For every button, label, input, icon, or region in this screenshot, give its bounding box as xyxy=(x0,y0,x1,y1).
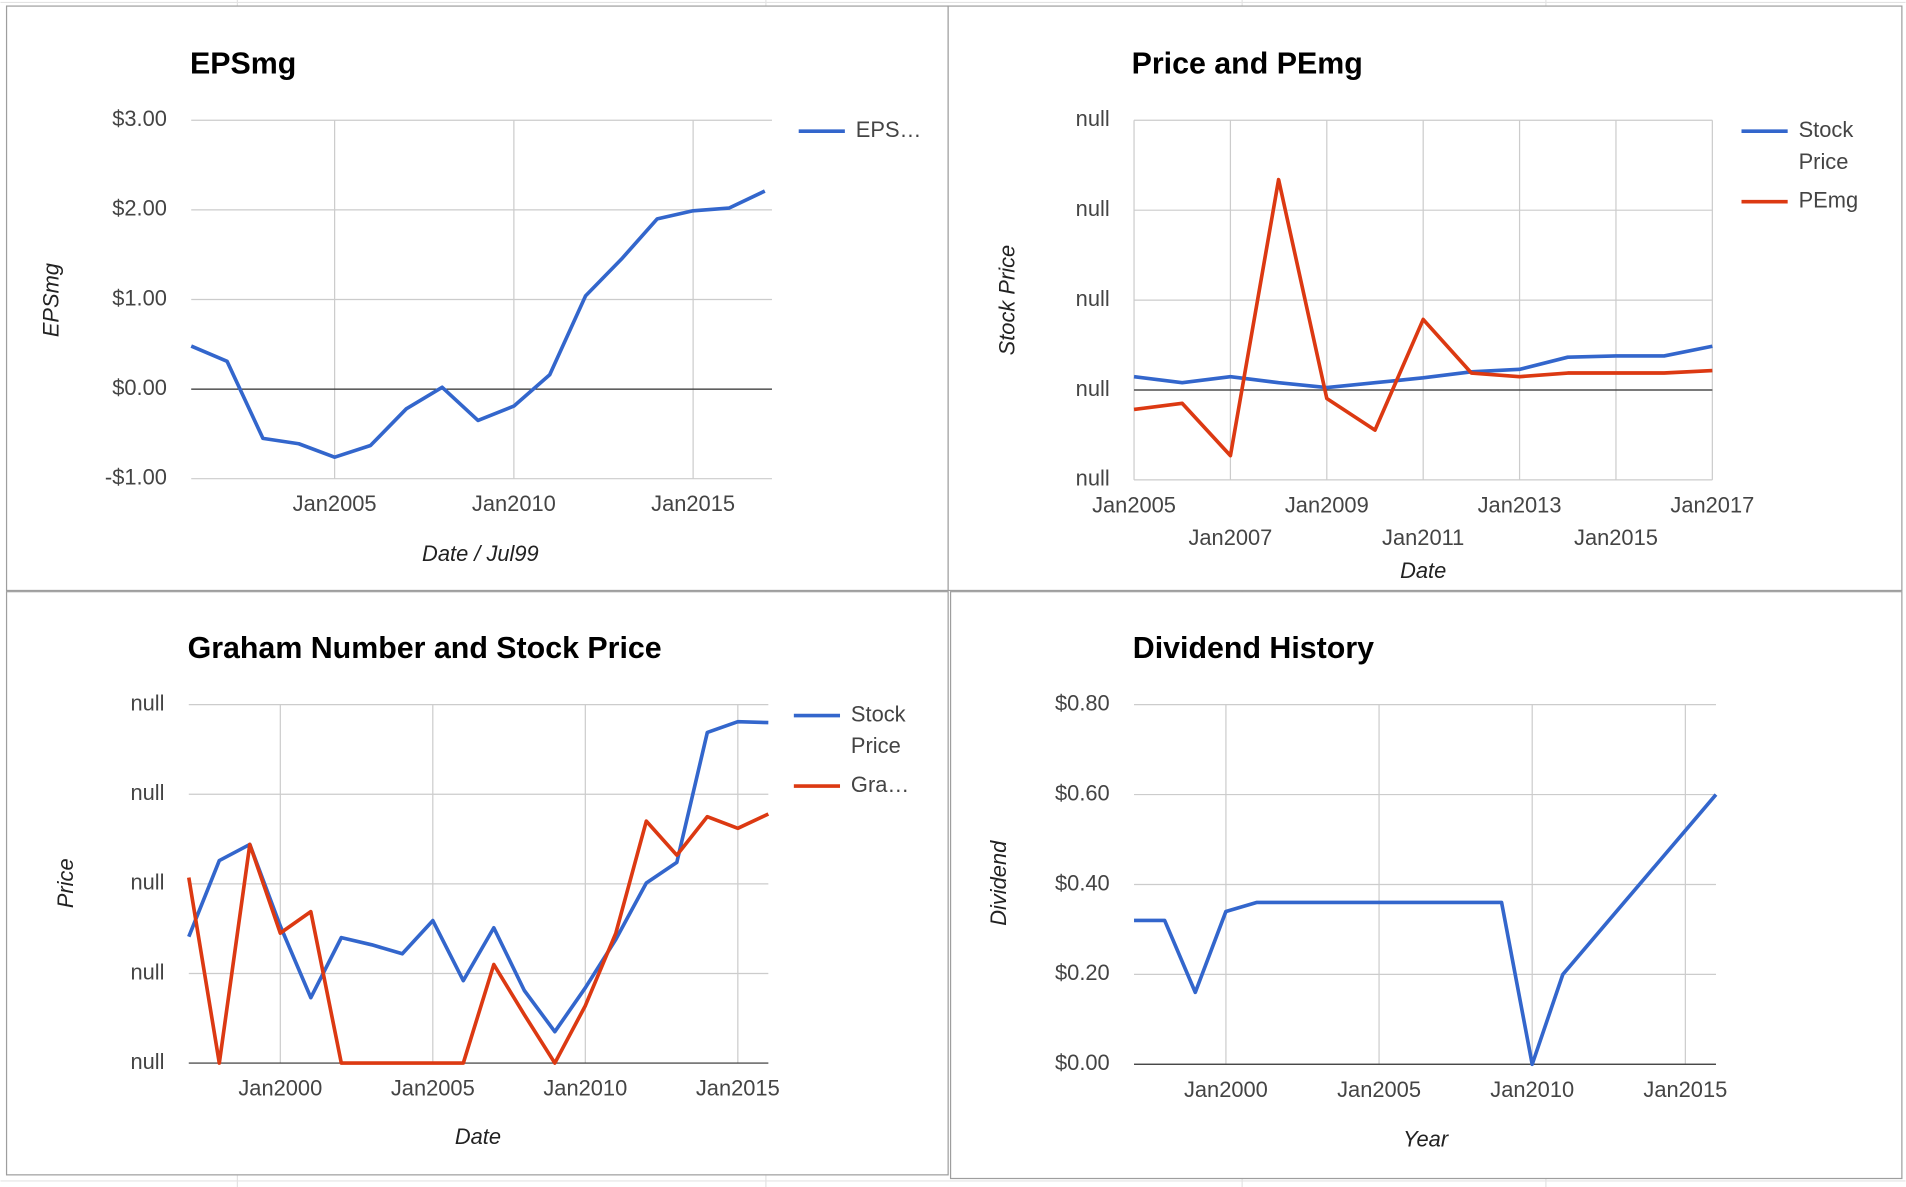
y-axis-title: Dividend xyxy=(986,840,1011,926)
legend-line: Price xyxy=(851,733,901,758)
y-tick-label: null xyxy=(1076,286,1110,311)
title: EPSmg xyxy=(190,48,296,81)
legend-label: Stock Price xyxy=(1799,117,1860,174)
line xyxy=(1133,344,1713,390)
y-tick-label: null xyxy=(1076,376,1110,401)
x-tick-label: Jan2017 xyxy=(1670,492,1754,517)
x-tick-label: Jan2011 xyxy=(1382,525,1464,550)
x-tick-label: Jan2010 xyxy=(472,491,556,516)
y-tick-label: $0.80 xyxy=(1055,690,1110,715)
x-axis-title: Year xyxy=(1403,1127,1450,1152)
chart: $0.00 $0.20 $0.40 $0.60 $0.80 Jan2000 Jan2005 J… xyxy=(986,632,1727,1152)
x-tick-label: Jan2010 xyxy=(543,1076,627,1101)
y-tick-label: $0.00 xyxy=(1055,1050,1110,1075)
legend-line: Price xyxy=(1799,149,1849,174)
x-tick-label: Jan2000 xyxy=(1184,1077,1268,1102)
y-tick-label: $0.00 xyxy=(112,375,167,400)
x-axis-title: Date xyxy=(455,1124,501,1149)
chart: null null null null null Jan2000 Jan2005 Jan201… xyxy=(53,632,912,1149)
y-tick-label: $0.60 xyxy=(1055,780,1110,805)
y-tick-label: null xyxy=(130,780,164,805)
legend-label: PEmg xyxy=(1799,187,1859,212)
legend-label: Gra… xyxy=(851,772,909,797)
chart-panel[interactable] xyxy=(5,5,949,592)
x-tick-label: Jan2013 xyxy=(1478,492,1562,517)
line xyxy=(1133,177,1713,458)
x-axis-title: Date xyxy=(1400,558,1446,583)
chart: nullnullnullnullnullJan2005Jan2007Jan200… xyxy=(995,48,1860,583)
chart: -$1.00 $0.00 $1.00 $2.00 $3.00 Jan2005 Jan2010… xyxy=(39,48,922,566)
title: Dividend History xyxy=(1133,632,1374,665)
y-tick-label: null xyxy=(130,1049,164,1074)
y-tick-label: $2.00 xyxy=(112,196,167,221)
title: Price and PEmg xyxy=(1132,48,1363,81)
x-tick-label: Jan2015 xyxy=(1574,525,1658,550)
y-axis-title: Price xyxy=(53,858,78,908)
y-tick-label: null xyxy=(1076,196,1110,221)
y-axis-title: EPSmg xyxy=(39,263,64,337)
line xyxy=(187,812,770,1065)
x-tick-label: Jan2005 xyxy=(391,1076,475,1101)
x-tick-label: Jan2015 xyxy=(696,1076,780,1101)
line xyxy=(1134,793,1718,1067)
legend-line: Stock xyxy=(851,701,912,726)
y-axis-title: Stock Price xyxy=(995,245,1020,356)
y-tick-label: $1.00 xyxy=(112,285,167,310)
y-tick-label: null xyxy=(1076,106,1110,131)
legend-line: Stock xyxy=(1799,117,1860,142)
title: Graham Number and Stock Price xyxy=(188,632,662,665)
x-tick-label: Jan2009 xyxy=(1285,492,1369,517)
y-tick-label: $0.20 xyxy=(1055,960,1110,985)
x-tick-label: Jan2010 xyxy=(1490,1077,1574,1102)
x-tick-label: Jan2005 xyxy=(1337,1077,1421,1102)
y-tick-label: null xyxy=(130,870,164,895)
x-tick-label: Jan2015 xyxy=(651,491,735,516)
y-tick-label: null xyxy=(130,690,164,715)
y-tick-label: $3.00 xyxy=(112,106,167,131)
y-tick-label: $0.40 xyxy=(1055,870,1110,895)
line xyxy=(187,719,769,1034)
x-tick-label: Jan2007 xyxy=(1188,525,1272,550)
y-tick-label: -$1.00 xyxy=(105,464,167,489)
x-tick-label: Jan2005 xyxy=(293,491,377,516)
y-tick-label: null xyxy=(130,959,164,984)
y-tick-label: null xyxy=(1076,466,1110,491)
x-tick-label: Jan2015 xyxy=(1643,1077,1727,1102)
chart-panel[interactable] xyxy=(947,5,1903,592)
line xyxy=(190,189,766,460)
legend-label: Stock Price xyxy=(851,701,912,758)
x-axis-title: Date / Jul99 xyxy=(422,541,539,566)
legend-label: EPS… xyxy=(856,117,922,142)
x-tick-label: Jan2005 xyxy=(1092,492,1176,517)
x-tick-label: Jan2000 xyxy=(238,1076,322,1101)
